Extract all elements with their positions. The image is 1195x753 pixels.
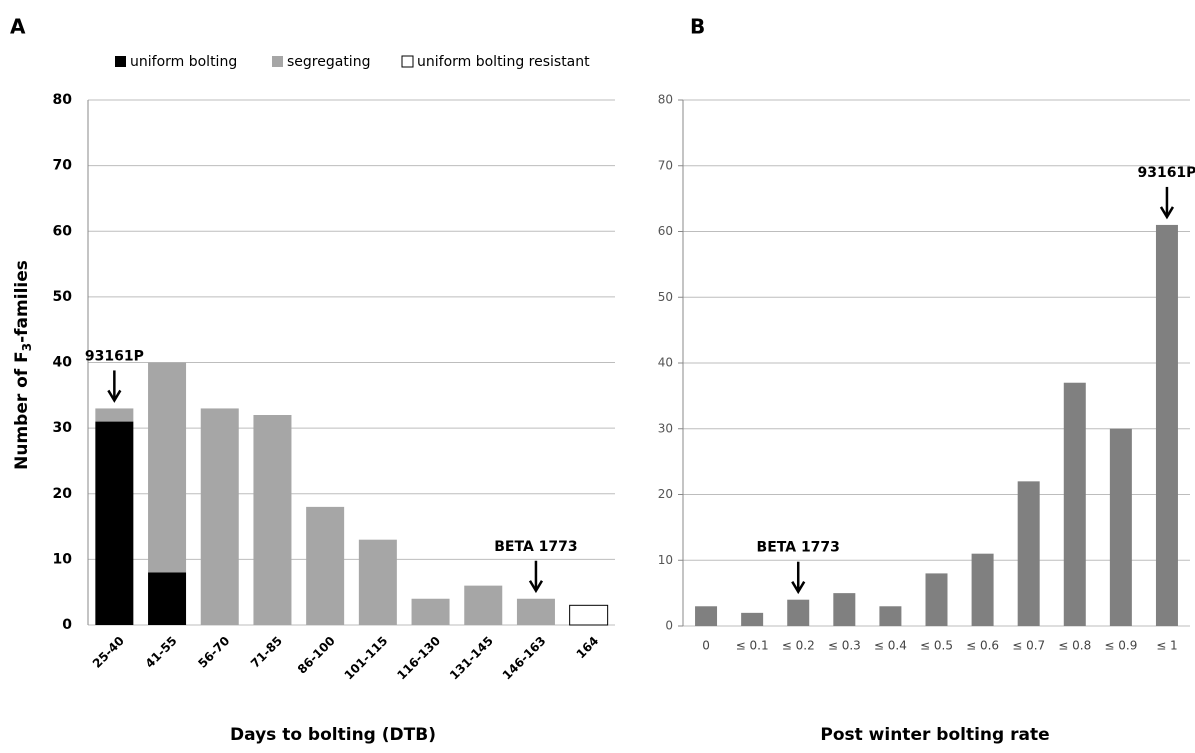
y-tick-label: 40 [658,356,673,370]
bar-segment [200,408,239,625]
x-tick-label: 146-163 [500,634,549,683]
bar-segment [148,572,187,625]
x-tick-label: 71-85 [248,634,285,671]
y-axis-title-sub: 3 [20,343,34,351]
x-tick-label: ≤ 0.9 [1104,639,1137,653]
x-axis-title: Post winter bolting rate [820,725,1049,745]
bar-segment [569,604,609,626]
x-tick-label: ≤ 0.3 [828,639,861,653]
x-tick-label: ≤ 0.5 [920,639,953,653]
x-tick-label: 164 [574,634,602,662]
y-tick-label: 70 [658,158,673,172]
bar [741,612,764,626]
bar-segment [464,585,503,625]
x-axis-title: Days to bolting (DTB) [230,725,436,745]
x-tick-label: 116-130 [394,634,443,683]
y-tick-label: 30 [53,420,73,436]
bar [1017,481,1040,626]
y-tick-label: 20 [658,487,673,501]
bar-segment [253,415,292,625]
y-tick-label: 30 [658,421,673,435]
bar-segment [516,598,555,625]
y-tick-label: 80 [53,92,73,108]
y-tick-label: 50 [53,289,73,305]
bar [971,553,994,626]
panel-label: B [690,15,705,39]
bar [925,573,948,626]
y-tick-label: 10 [658,553,673,567]
x-tick-label: 56-70 [195,634,232,671]
y-tick-label: 80 [658,93,673,107]
annotation-text: BETA 1773 [494,539,577,555]
x-tick-label: ≤ 0.8 [1058,639,1091,653]
y-tick-label: 10 [53,551,73,567]
y-tick-label: 50 [658,290,673,304]
x-tick-label: ≤ 0.4 [874,639,907,653]
x-tick-label: ≤ 1 [1156,639,1178,653]
x-tick-label: 41-55 [143,634,180,671]
legend-swatch [272,56,283,67]
legend-swatch [115,56,126,67]
bar [1155,224,1178,627]
y-tick-label: 70 [53,158,73,174]
y-tick-label: 0 [665,619,673,633]
x-tick-label: 25-40 [90,634,127,671]
annotation-arrowhead [528,580,544,594]
bar-segment [306,506,345,625]
bar [695,606,718,626]
legend-label: uniform bolting resistant [417,54,590,70]
legend-label: uniform bolting [130,54,237,70]
annotation-arrowhead [1159,206,1175,220]
legend-label: segregating [287,54,370,70]
x-tick-label: 131-145 [447,634,496,683]
annotation-text: 93161P [1137,165,1195,181]
bar [787,599,810,626]
y-axis-title: Number of F3-families [12,260,34,470]
legend-swatch [401,55,414,68]
panel-label: A [10,15,26,39]
y-tick-label: 20 [53,486,73,502]
y-tick-label: 60 [658,224,673,238]
bar [879,606,902,626]
x-tick-label: ≤ 0.7 [1012,639,1045,653]
y-tick-label: 0 [62,617,72,633]
y-tick-label: 60 [53,223,73,239]
x-tick-label: 86-100 [295,634,338,677]
bar-segment [95,421,134,625]
bar-segment [411,598,450,625]
bar-segment [358,539,397,625]
bar [1109,428,1132,626]
annotation-text: BETA 1773 [757,540,840,556]
x-tick-label: ≤ 0.2 [782,639,815,653]
annotation-arrowhead [791,581,806,595]
bar-segment [148,362,187,573]
y-axis-title-part: -families [12,260,32,343]
x-tick-label: 101-115 [342,634,391,683]
bar [833,593,856,626]
x-tick-label: ≤ 0.6 [966,639,999,653]
y-axis-title-part: Number of F [12,351,32,470]
x-tick-label: ≤ 0.1 [736,639,769,653]
bar [1063,382,1086,626]
annotation-text: 93161P [85,348,144,364]
x-tick-label: 0 [702,639,710,653]
y-tick-label: 40 [53,355,73,371]
annotation-arrowhead [107,389,122,403]
bar-segment [95,408,134,422]
